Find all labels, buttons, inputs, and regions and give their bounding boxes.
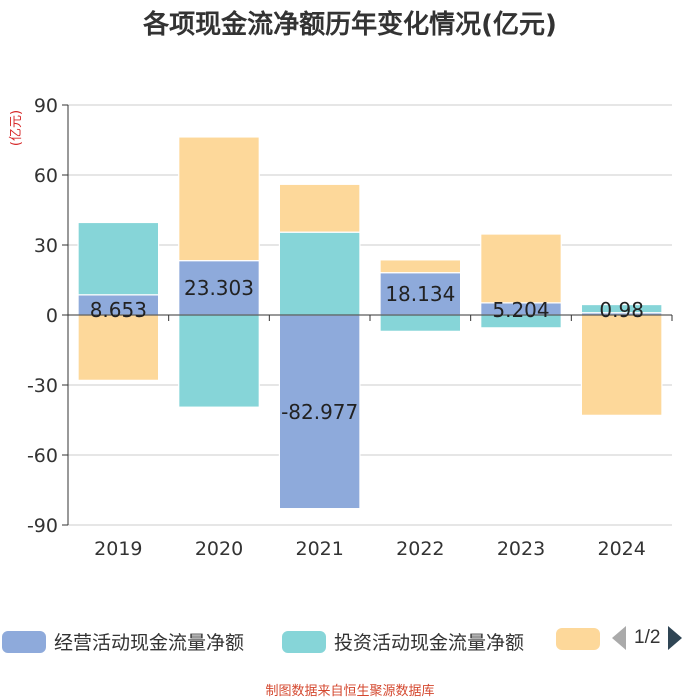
bar-2019-series-1 xyxy=(77,221,160,296)
y-tick-label: 60 xyxy=(34,165,58,187)
data-label-2024: 0.98 xyxy=(599,298,644,322)
bar-2020-series-2 xyxy=(178,136,260,262)
bar-2023-series-2 xyxy=(480,233,562,304)
chart-title: 各项现金流净额历年变化情况(亿元) xyxy=(143,10,557,40)
y-tick-label: 30 xyxy=(34,235,58,257)
data-label-2021: -82.977 xyxy=(281,400,358,424)
pager-next-icon[interactable] xyxy=(668,626,683,650)
legend-item-operating[interactable]: 经营活动现金流量净额 xyxy=(2,628,244,655)
legend-pager: 1/2 xyxy=(612,626,683,650)
legend-label-investing: 投资活动现金流量净额 xyxy=(334,632,525,654)
bar-2020-series-1 xyxy=(178,314,260,408)
data-label-2020: 23.303 xyxy=(184,276,254,300)
bar-2021-series-2 xyxy=(278,183,361,233)
x-tick-label: 2023 xyxy=(497,538,545,560)
bar-layer xyxy=(77,136,663,510)
chart-plot: -90 -60 -30 0 30 60 90 (亿元) 2019 2020 2021 2022 2023… xyxy=(9,95,673,560)
y-tick-label: 90 xyxy=(34,95,58,117)
data-label-2022: 18.134 xyxy=(385,282,455,306)
data-label-2023: 5.204 xyxy=(492,298,549,322)
bar-2024-series-1 xyxy=(580,303,663,314)
bar-2022-series-2 xyxy=(379,259,462,274)
legend-swatch-operating xyxy=(2,630,46,653)
legend-swatch-financing xyxy=(556,628,600,650)
y-axis-unit-label: (亿元) xyxy=(9,110,24,146)
y-tick-label: -60 xyxy=(27,445,58,467)
y-tick-label: 0 xyxy=(46,305,58,327)
y-tick-label: -30 xyxy=(27,375,58,397)
legend-page-indicator: 1/2 xyxy=(634,627,661,648)
x-tick-label: 2021 xyxy=(295,538,343,560)
data-label-2019: 8.653 xyxy=(90,298,147,322)
x-tick-label: 2019 xyxy=(94,538,142,560)
axis-layer: -90 -60 -30 0 30 60 90 (亿元) 2019 2020 2021 2022 2023… xyxy=(9,95,673,560)
legend-item-investing[interactable]: 投资活动现金流量净额 xyxy=(282,628,524,655)
bar-2021-series-1 xyxy=(278,231,361,316)
y-tick-label: -90 xyxy=(27,515,58,537)
pager-prev-icon[interactable] xyxy=(612,626,626,650)
bar-2022-series-1 xyxy=(379,314,462,332)
legend-item-financing[interactable] xyxy=(556,628,600,650)
legend: 经营活动现金流量净额 投资活动现金流量净额 1/2 xyxy=(0,624,700,660)
bar-2021-series-0 xyxy=(278,314,361,510)
grid-layer xyxy=(68,104,672,526)
bar-2024-series-2 xyxy=(580,314,663,416)
label-layer: 8.653 23.303 -82.977 18.134 5.204 0.98 xyxy=(90,276,644,424)
x-tick-label: 2024 xyxy=(597,538,645,560)
bar-2020-series-0 xyxy=(178,260,260,316)
data-source-note: 制图数据来自恒生聚源数据库 xyxy=(265,684,435,699)
x-tick-label: 2022 xyxy=(396,538,444,560)
legend-swatch-investing xyxy=(282,630,326,653)
bar-2019-series-2 xyxy=(77,314,160,381)
x-tick-label: 2020 xyxy=(195,538,243,560)
legend-label-operating: 经营活动现金流量净额 xyxy=(54,632,245,654)
